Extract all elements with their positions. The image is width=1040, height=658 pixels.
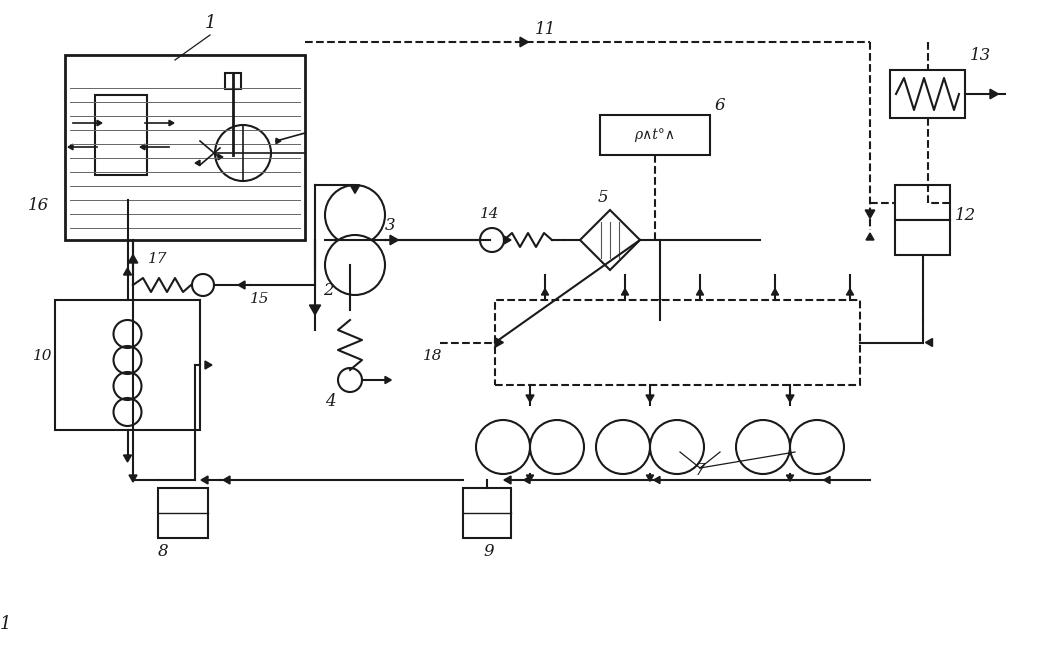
Bar (55, 300, 200, 430)
Polygon shape (168, 120, 174, 126)
Polygon shape (824, 476, 830, 484)
Text: 14: 14 (480, 207, 499, 221)
Polygon shape (385, 376, 391, 384)
Text: 17: 17 (148, 252, 167, 266)
Text: 5: 5 (598, 189, 608, 206)
Circle shape (480, 228, 504, 252)
Text: 1: 1 (205, 14, 216, 32)
Polygon shape (654, 476, 660, 484)
Polygon shape (526, 475, 534, 481)
Circle shape (596, 420, 650, 474)
Polygon shape (495, 338, 503, 347)
Text: 16: 16 (28, 197, 49, 214)
Polygon shape (646, 395, 654, 402)
Circle shape (736, 420, 790, 474)
Polygon shape (350, 185, 360, 193)
Polygon shape (697, 289, 704, 295)
Polygon shape (990, 89, 998, 99)
Text: 4: 4 (324, 393, 336, 410)
Polygon shape (786, 475, 794, 481)
Polygon shape (847, 289, 854, 295)
Circle shape (476, 420, 530, 474)
Text: 7: 7 (695, 462, 705, 479)
Polygon shape (196, 160, 200, 166)
Text: 15: 15 (250, 292, 269, 306)
Polygon shape (124, 455, 131, 462)
Bar (225, 73, 241, 89)
Polygon shape (786, 395, 794, 402)
Polygon shape (97, 120, 102, 126)
Bar (95, 95, 147, 175)
Text: 18: 18 (423, 349, 442, 363)
Text: 11: 11 (535, 21, 556, 38)
Text: 8: 8 (158, 543, 168, 560)
Polygon shape (622, 289, 628, 295)
Text: 2: 2 (323, 282, 334, 299)
Polygon shape (128, 255, 137, 263)
Polygon shape (866, 233, 874, 240)
Bar (463, 488, 511, 538)
Text: ρ∧t°∧: ρ∧t°∧ (634, 128, 676, 142)
Polygon shape (542, 289, 549, 295)
Polygon shape (129, 475, 137, 482)
Polygon shape (276, 138, 281, 144)
Text: 9: 9 (483, 543, 494, 560)
Polygon shape (238, 281, 245, 289)
Polygon shape (201, 476, 208, 484)
Circle shape (530, 420, 584, 474)
Polygon shape (390, 235, 398, 245)
Polygon shape (218, 154, 223, 160)
Bar (600, 115, 710, 155)
Polygon shape (223, 476, 230, 484)
Bar (890, 70, 965, 118)
Text: 10: 10 (33, 349, 52, 363)
Text: 6: 6 (716, 97, 726, 114)
Polygon shape (655, 300, 665, 309)
Polygon shape (647, 475, 653, 481)
Circle shape (790, 420, 844, 474)
Polygon shape (926, 338, 933, 347)
Bar (895, 185, 950, 220)
Bar (895, 220, 950, 255)
Bar (495, 300, 860, 385)
Polygon shape (772, 289, 779, 295)
Polygon shape (865, 210, 875, 218)
Polygon shape (124, 268, 131, 275)
Polygon shape (520, 38, 528, 47)
Circle shape (192, 274, 214, 296)
Polygon shape (504, 236, 511, 244)
Circle shape (338, 368, 362, 392)
Polygon shape (524, 476, 530, 484)
Bar (158, 488, 208, 538)
Polygon shape (310, 305, 320, 315)
Polygon shape (526, 395, 534, 402)
Circle shape (215, 125, 271, 181)
Circle shape (324, 185, 385, 245)
Circle shape (650, 420, 704, 474)
Polygon shape (504, 476, 511, 484)
Text: 12: 12 (955, 207, 977, 224)
Bar (64, 55, 305, 240)
Polygon shape (140, 144, 145, 150)
Text: 3: 3 (385, 217, 395, 234)
Polygon shape (68, 144, 73, 150)
Text: 1: 1 (0, 615, 11, 633)
Text: 13: 13 (970, 47, 991, 64)
Circle shape (324, 235, 385, 295)
Polygon shape (205, 361, 212, 369)
